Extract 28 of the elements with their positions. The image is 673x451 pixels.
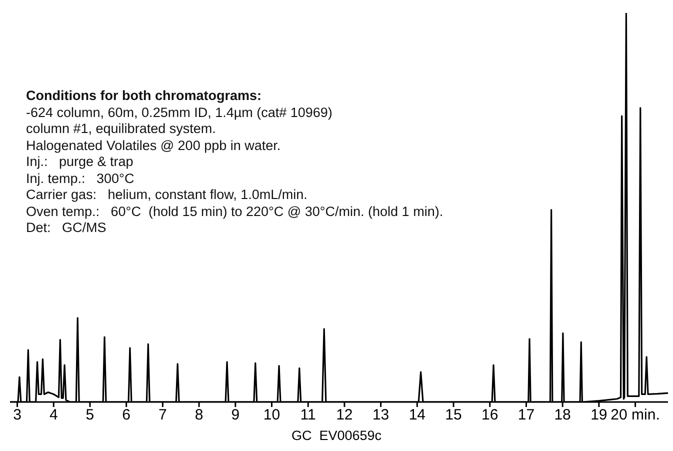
annotation: Halogenated Volatiles @ 200 ppb in water. [26, 138, 282, 154]
annotation: Inj. temp.: 300°C [26, 170, 136, 187]
x-tick-label: 14 [408, 406, 426, 424]
x-tick-label: 19 [590, 406, 608, 424]
annotation: -624 column, 60m, 0.25mm ID, 1.4µm (cat# 10969) [26, 104, 334, 121]
x-tick-label: 11 [300, 406, 316, 424]
x-tick-label: 7 [158, 406, 167, 424]
x-tick-label: 8 [194, 406, 204, 424]
annotation: Carrier gas: helium, constant flow, 1.0mL/min. [26, 187, 308, 204]
text: GC EV00659c [290, 428, 383, 443]
x-tick-label: 13 [372, 406, 390, 424]
x-tick-label: 9 [231, 406, 240, 424]
x-tick-label: 10 [263, 406, 280, 424]
annotation: Inj.: purge & trap [26, 154, 134, 170]
x-tick-label: 17 [518, 406, 535, 424]
x-tick-label: 20 min. [610, 406, 660, 424]
annotation: Det: GC/MS [26, 220, 108, 236]
x-tick-label: 16 [482, 406, 498, 424]
x-tick-label: 12 [336, 406, 353, 424]
x-tick-label: 5 [86, 406, 94, 424]
x-tick-label: 4 [49, 406, 58, 424]
annotation: Conditions for both chromatograms: [26, 88, 262, 104]
x-tick-label: 18 [554, 406, 571, 424]
annotation: column #1, equilibrated system. [26, 121, 217, 138]
x-tick-label: 3 [13, 406, 22, 424]
x-tick-label: 6 [122, 406, 131, 424]
x-tick-label: 15 [445, 406, 462, 424]
annotation: Oven temp.: 60°C (hold 15 min) to 220°C @ 30°C/min. (hold 1 min). [26, 204, 444, 220]
